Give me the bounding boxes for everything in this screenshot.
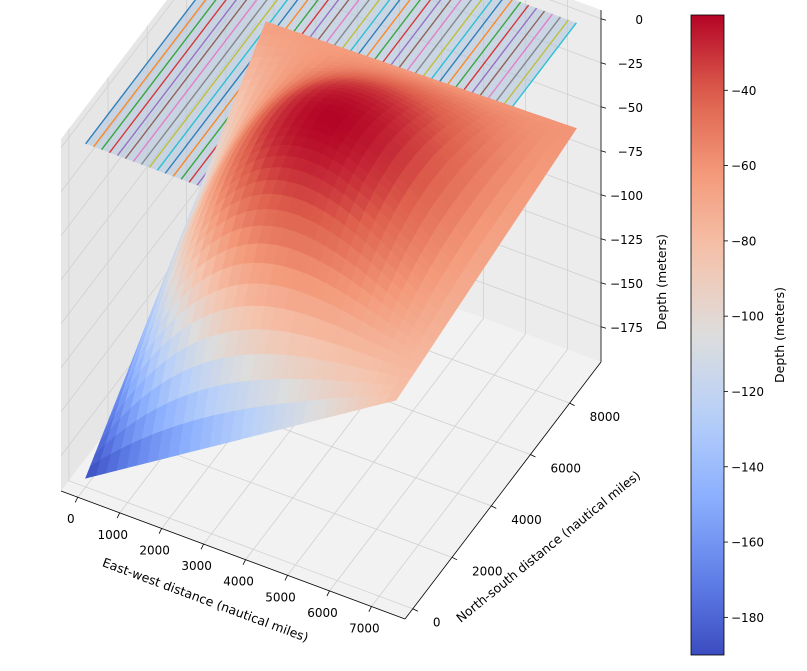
survey-line	[148, 0, 278, 168]
colorbar-tick-label: −120	[731, 385, 764, 399]
z-tick-mark	[600, 326, 607, 329]
y-tick-mark	[451, 556, 458, 561]
z-tick-mark	[600, 194, 607, 197]
survey-line	[116, 0, 238, 157]
grid-line-x	[371, 0, 568, 607]
x-tick-mark	[242, 559, 246, 566]
colorbar-tick-label: −160	[731, 536, 764, 550]
surface-cell	[385, 392, 402, 404]
survey-line	[156, 0, 289, 171]
colorbar-label: Depth (meters)	[772, 287, 787, 383]
grid-line-z	[60, 0, 602, 149]
colorbar-tick-label: −60	[731, 159, 756, 173]
colorbar-tick-label: −80	[731, 234, 756, 248]
x-tick-mark	[368, 606, 372, 612]
z-tick-label: −25	[618, 57, 643, 71]
x-tick-label: 2000	[139, 543, 170, 557]
survey-line	[132, 0, 258, 162]
colorbar-tick-label: −100	[731, 310, 764, 324]
colorbar-tick-label: −180	[731, 611, 764, 625]
survey-line	[108, 0, 227, 154]
z-axis-ticks: 0 −25 −50 −75 −100 −125 −150 −175	[600, 13, 643, 335]
y-tick-mark	[569, 402, 575, 406]
x-tick-mark	[158, 528, 163, 534]
colorbar-gradient	[690, 14, 725, 656]
x-tick-mark	[74, 497, 79, 503]
x-tick-mark	[284, 575, 288, 581]
x-axis-ticks: 0 1000 2000 3000 4000 5000 6000 7000	[67, 497, 380, 636]
z-tick-label: −75	[618, 145, 643, 159]
y-axis-ticks: 0 2000 4000 6000 8000	[412, 402, 621, 630]
z-tick-label: −125	[610, 233, 643, 247]
z-tick-label: 0	[635, 13, 643, 27]
survey-line	[140, 0, 268, 165]
survey-line	[93, 0, 207, 148]
y-axis-line	[404, 361, 602, 620]
x-tick-mark	[326, 590, 330, 597]
z-tick-label: −150	[610, 277, 643, 291]
y-tick-mark	[491, 505, 497, 509]
x-tick-label: 1000	[97, 528, 128, 542]
y-tick-mark	[412, 608, 419, 612]
y-tick-mark	[530, 454, 536, 458]
z-tick-mark	[600, 282, 607, 285]
colorbar-tick-label: −40	[731, 84, 756, 98]
z-tick-mark	[600, 238, 607, 241]
x-tick-label: 4000	[223, 575, 254, 589]
z-tick-label: −100	[610, 189, 643, 203]
grid-line-x	[329, 0, 526, 592]
z-tick-mark	[600, 18, 607, 21]
x-tick-mark	[116, 512, 121, 519]
y-tick-label: 0	[433, 616, 441, 630]
x-tick-label: 7000	[349, 622, 380, 636]
survey-line	[100, 0, 217, 151]
colorbar-tick-label: −140	[731, 460, 764, 474]
z-tick-label: −175	[610, 321, 643, 335]
x-tick-label: 6000	[307, 606, 338, 620]
z-tick-mark	[600, 62, 607, 65]
x-tick-label: 0	[67, 512, 75, 526]
survey-line	[85, 0, 197, 145]
y-tick-label: 8000	[590, 410, 621, 424]
x-axis-line	[60, 490, 406, 620]
y-tick-label: 6000	[550, 462, 581, 476]
z-tick-mark	[600, 106, 607, 109]
depth-surface	[85, 21, 577, 479]
z-tick-label: −50	[618, 101, 643, 115]
colorbar-ticks: −40 −60 −80 −100 −120 −140 −160 −180	[724, 84, 764, 625]
survey-line	[124, 0, 248, 159]
colorbar: −40 −60 −80 −100 −120 −140 −160 −180 Depth (met…	[690, 14, 787, 656]
axis-edges	[60, 10, 602, 620]
x-tick-label: 3000	[181, 559, 212, 573]
grid-line-y	[68, 128, 413, 610]
z-axis-label: Depth (meters)	[654, 234, 669, 330]
z-tick-mark	[600, 150, 607, 153]
x-tick-label: 5000	[265, 590, 296, 604]
y-tick-label: 2000	[472, 564, 503, 578]
x-tick-mark	[200, 543, 204, 550]
y-tick-label: 4000	[511, 513, 542, 527]
